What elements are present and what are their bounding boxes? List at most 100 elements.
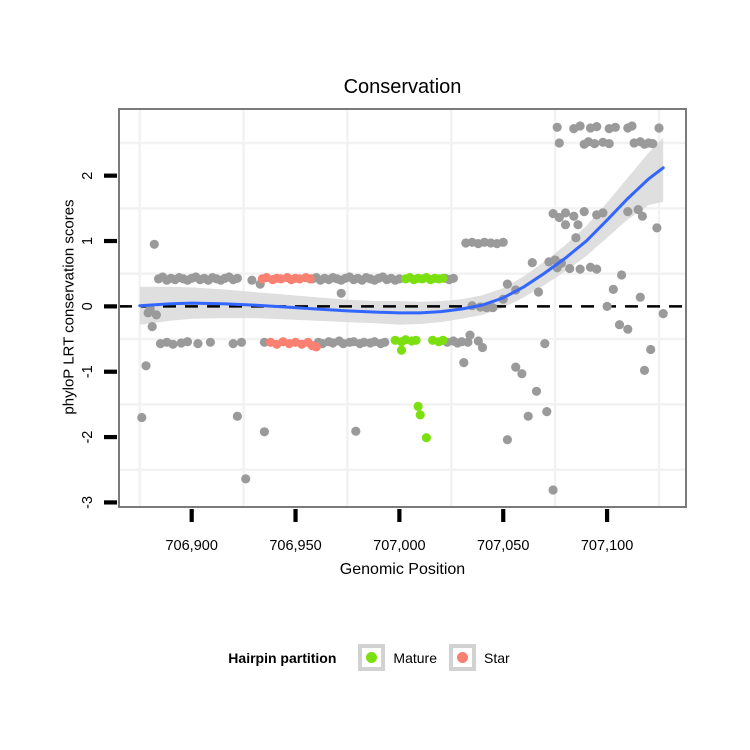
y-tick-mark — [104, 369, 117, 374]
scatter-point-other — [463, 337, 473, 347]
scatter-point-other — [168, 339, 178, 349]
scatter-point-other — [540, 339, 550, 349]
scatter-point-other — [569, 211, 579, 221]
legend-key-box — [358, 644, 386, 671]
legend-key-box — [449, 644, 476, 671]
scatter-point-other — [623, 207, 633, 217]
scatter-point-other — [205, 337, 215, 347]
scatter-point-other — [604, 139, 614, 149]
chart-title: Conservation — [343, 76, 462, 98]
mature-dot-icon — [366, 652, 378, 663]
y-tick-mark — [104, 173, 117, 178]
legend-item-mature: Mature — [358, 644, 437, 671]
x-axis-ticks: 706,900 706,950 707,000 707,050 707,100 — [165, 509, 633, 554]
scatter-point-other — [548, 485, 558, 495]
scatter-point-other — [614, 320, 625, 330]
x-tick-mark — [293, 509, 298, 522]
y-tick-label: 2 — [80, 172, 96, 180]
confidence-band — [139, 137, 664, 325]
y-tick-label: -3 — [80, 496, 96, 509]
points-mature — [390, 273, 448, 443]
x-tick-label: 707,100 — [581, 538, 633, 554]
scatter-point-other — [241, 474, 251, 484]
scatter-point-other — [560, 208, 571, 218]
scatter-point-other — [336, 288, 346, 298]
scatter-point-mature — [411, 335, 421, 345]
x-tick-label: 707,050 — [477, 538, 529, 554]
scatter-point-other — [502, 279, 512, 289]
star-dot-icon — [457, 652, 468, 663]
scatter-point-other — [635, 292, 645, 302]
scatter-point-other — [602, 301, 612, 311]
scatter-point-other — [247, 275, 257, 285]
legend-item-label: Mature — [393, 649, 437, 666]
scatter-point-star — [311, 342, 321, 352]
scatter-point-other — [141, 361, 151, 371]
x-axis-label: Genomic Position — [339, 561, 466, 578]
scatter-point-other — [527, 258, 537, 268]
legend: Hairpin partition Mature Star — [0, 644, 750, 671]
scatter-point-other — [137, 412, 147, 423]
scatter-point-other — [465, 330, 475, 340]
scatter-point-mature — [438, 335, 448, 345]
legend-item-label: Star — [484, 649, 510, 666]
scatter-point-other — [654, 123, 664, 133]
scatter-point-other — [193, 339, 203, 349]
scatter-point-other — [531, 386, 542, 396]
scatter-point-other — [592, 264, 602, 274]
x-tick-mark — [189, 509, 194, 522]
y-tick-mark — [104, 304, 117, 309]
scatter-point-other — [598, 208, 608, 218]
scatter-point-other — [459, 358, 469, 368]
scatter-point-other — [523, 411, 533, 421]
scatter-point-other — [228, 339, 238, 349]
scatter-point-other — [533, 287, 544, 297]
y-tick-label: -2 — [80, 431, 96, 444]
scatter-point-star — [305, 274, 315, 284]
smooth-line — [138, 166, 665, 315]
scatter-point-other — [259, 427, 269, 437]
scatter-point-other — [658, 309, 668, 319]
panel-border — [118, 108, 687, 508]
y-tick-mark — [104, 434, 117, 440]
points-star — [257, 273, 321, 352]
y-tick-label: 1 — [80, 237, 96, 245]
scatter-point-other — [554, 138, 564, 148]
legend-title: Hairpin partition — [228, 649, 337, 666]
scatter-point-other — [232, 273, 242, 283]
scatter-point-other — [639, 365, 650, 375]
y-tick-label: -1 — [80, 365, 96, 378]
y-tick-mark — [104, 238, 117, 244]
scatter-point-other — [608, 284, 618, 294]
scatter-point-other — [565, 263, 575, 274]
x-tick-label: 706,950 — [269, 538, 321, 554]
scatter-point-other — [648, 139, 658, 149]
scatter-point-mature — [413, 401, 423, 411]
scatter-point-other — [633, 205, 643, 215]
scatter-point-other — [473, 336, 483, 346]
x-tick-label: 707,000 — [373, 538, 425, 554]
x-tick-mark — [501, 509, 506, 522]
scatter-point-other — [151, 310, 161, 320]
scatter-point-other — [579, 207, 589, 217]
scatter-point-other — [610, 122, 621, 132]
scatter-point-other — [590, 139, 600, 149]
y-tick-label: 0 — [80, 302, 96, 310]
scatter-point-other — [571, 233, 581, 243]
scatter-point-other — [652, 223, 662, 233]
scatter-point-other — [560, 220, 571, 230]
scatter-point-other — [488, 303, 498, 313]
x-tick-mark — [604, 509, 610, 522]
scatter-point-other — [477, 342, 488, 353]
scatter-point-other — [627, 121, 637, 131]
y-axis-ticks: 2 1 0 -1 -2 -3 — [80, 172, 117, 509]
scatter-point-other — [573, 220, 583, 230]
scatter-point-other — [351, 426, 361, 436]
scatter-point-other — [147, 322, 157, 332]
y-axis-label: phyloP LRT conservation scores — [60, 199, 78, 415]
scatter-point-other — [498, 237, 508, 247]
scatter-point-other — [646, 344, 656, 355]
scatter-point-other — [511, 362, 521, 372]
